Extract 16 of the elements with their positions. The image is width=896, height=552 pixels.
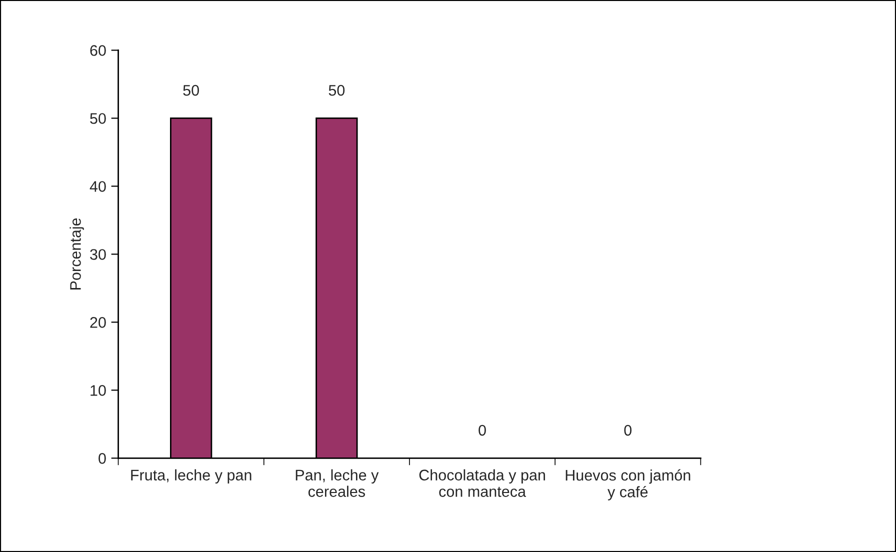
data-label: 50 xyxy=(328,84,345,96)
x-tick-label: Huevos con jamón y café xyxy=(566,469,690,500)
data-label: 0 xyxy=(478,424,486,436)
y-tick-label: 40 xyxy=(90,181,106,192)
y-tick-label: 10 xyxy=(90,385,106,396)
y-tick-label: 30 xyxy=(90,249,106,260)
y-tick-label: 60 xyxy=(90,45,106,56)
y-tick-label: 50 xyxy=(90,113,106,124)
y-tick-label: 20 xyxy=(90,317,106,328)
y-tick-label: 0 xyxy=(98,453,106,464)
x-tick-label: Pan, leche y cereales xyxy=(296,469,379,497)
x-tick-label: Chocolatada y pan con manteca xyxy=(419,469,545,497)
data-label: 50 xyxy=(183,84,199,96)
data-label: 0 xyxy=(624,424,632,436)
x-tick-label: Fruta, leche y pan xyxy=(131,469,252,484)
y-axis-title: Porcentaje xyxy=(70,218,84,290)
